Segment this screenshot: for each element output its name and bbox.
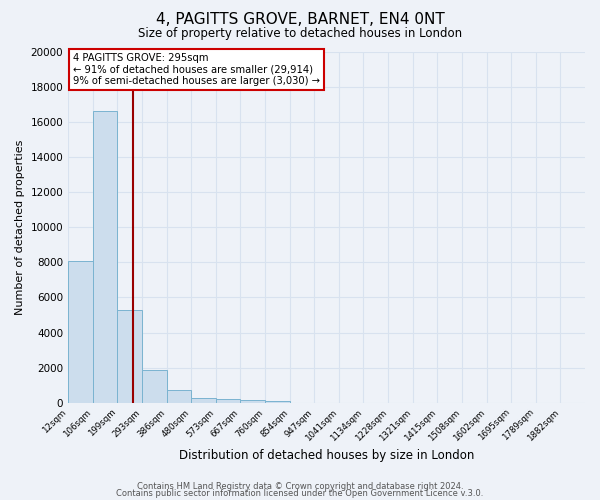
Y-axis label: Number of detached properties: Number of detached properties — [15, 140, 25, 315]
Bar — [118, 310, 142, 403]
Text: 4 PAGITTS GROVE: 295sqm
← 91% of detached houses are smaller (29,914)
9% of semi: 4 PAGITTS GROVE: 295sqm ← 91% of detache… — [73, 54, 320, 86]
Bar — [167, 390, 191, 403]
Bar — [191, 398, 216, 403]
Bar — [216, 399, 241, 403]
Text: 4, PAGITTS GROVE, BARNET, EN4 0NT: 4, PAGITTS GROVE, BARNET, EN4 0NT — [155, 12, 445, 28]
Bar — [68, 260, 93, 403]
Bar — [265, 401, 290, 403]
Bar — [241, 400, 265, 403]
Text: Contains public sector information licensed under the Open Government Licence v.: Contains public sector information licen… — [116, 490, 484, 498]
Bar — [142, 370, 167, 403]
X-axis label: Distribution of detached houses by size in London: Distribution of detached houses by size … — [179, 450, 474, 462]
Bar — [93, 111, 118, 403]
Text: Size of property relative to detached houses in London: Size of property relative to detached ho… — [138, 28, 462, 40]
Text: Contains HM Land Registry data © Crown copyright and database right 2024.: Contains HM Land Registry data © Crown c… — [137, 482, 463, 491]
